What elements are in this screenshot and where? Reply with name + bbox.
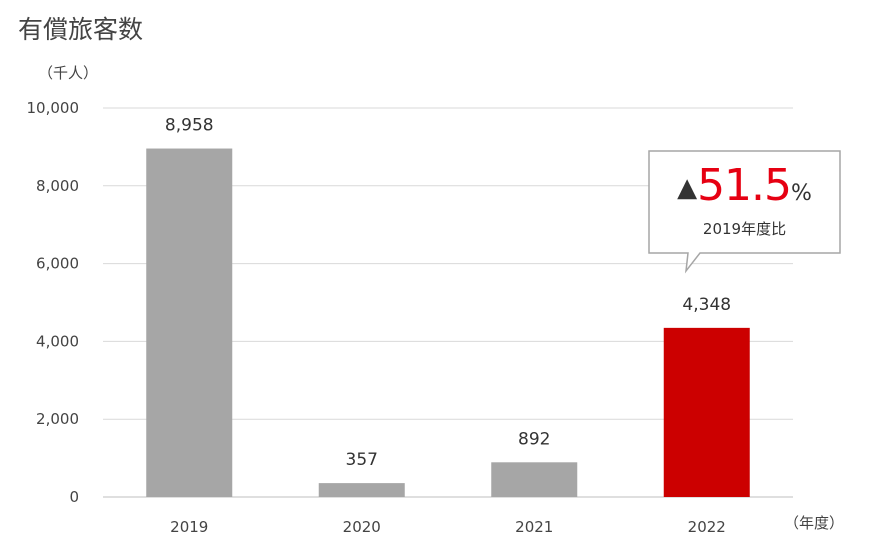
change-callout: ▲51.5% 2019年度比	[648, 150, 841, 274]
x-tick-label: 2022	[688, 518, 726, 536]
y-tick-label: 6,000	[36, 255, 79, 273]
data-label: 357	[346, 450, 378, 470]
x-tick-label: 2019	[170, 518, 208, 536]
x-axis-unit-label: （年度）	[784, 514, 845, 532]
data-label: 8,958	[165, 116, 214, 136]
y-tick-label: 10,000	[27, 99, 80, 117]
bar-2021	[491, 462, 578, 497]
chart-title: 有償旅客数	[18, 15, 144, 44]
x-tick-label: 2020	[343, 518, 381, 536]
y-tick-label: 8,000	[36, 177, 79, 195]
callout-main: ▲51.5%	[648, 160, 841, 211]
bar-2022	[663, 327, 750, 497]
triangle-up-icon: ▲	[677, 173, 698, 203]
y-tick-label: 2,000	[36, 410, 79, 428]
bar-2020	[318, 483, 405, 497]
callout-bubble	[648, 150, 841, 274]
y-tick-label: 0	[69, 488, 79, 506]
data-label: 892	[518, 429, 550, 449]
callout-value: 51.5	[697, 160, 792, 211]
y-axis-unit-label: （千人）	[38, 64, 99, 82]
callout-note: 2019年度比	[702, 220, 787, 238]
y-tick-label: 4,000	[36, 332, 79, 350]
bar-2019	[146, 148, 233, 497]
callout-unit: %	[791, 181, 812, 206]
data-label: 4,348	[682, 295, 731, 315]
x-tick-label: 2021	[515, 518, 553, 536]
